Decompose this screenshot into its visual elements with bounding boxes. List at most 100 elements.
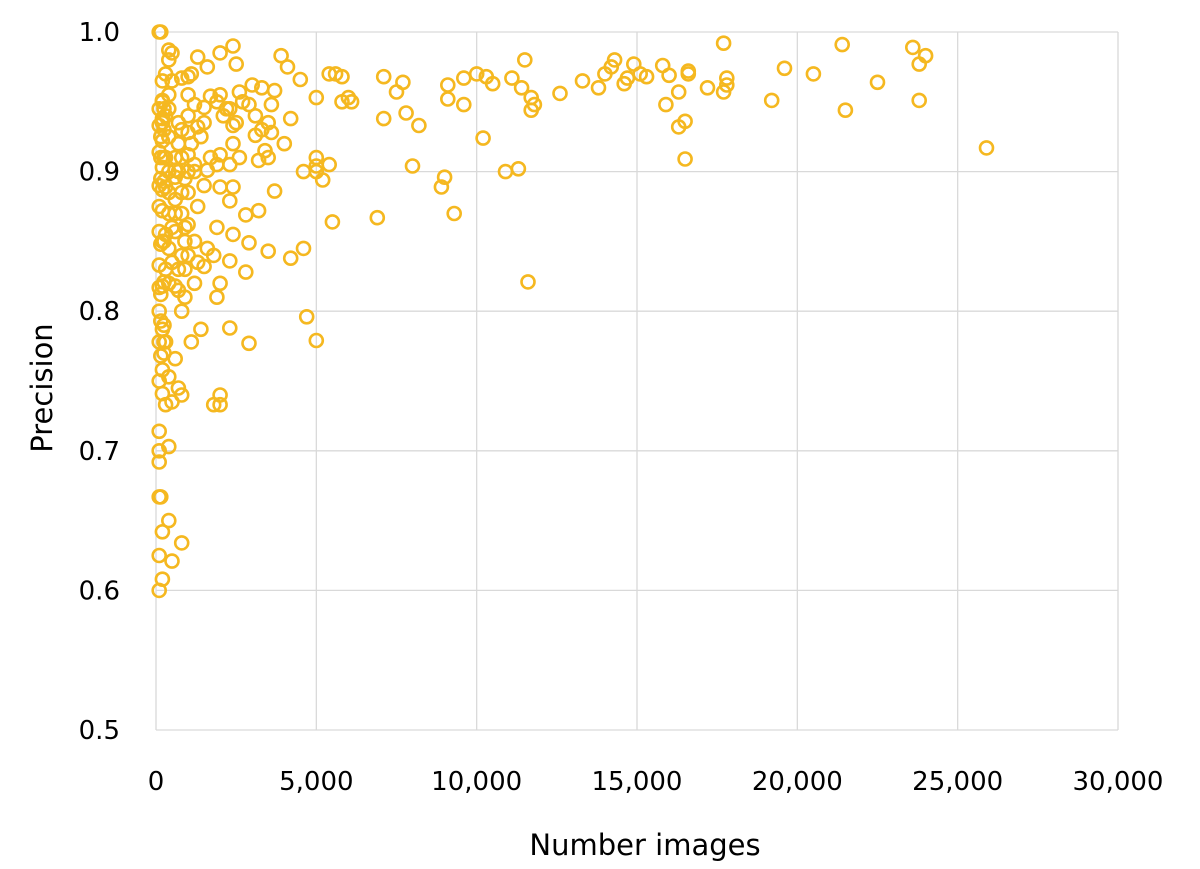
data-point	[590, 80, 607, 96]
data-point	[266, 183, 283, 199]
data-point	[279, 59, 296, 75]
data-point	[260, 114, 277, 131]
data-point	[228, 114, 244, 131]
data-point	[677, 113, 693, 130]
data-point	[234, 94, 251, 110]
data-point	[308, 89, 325, 106]
data-point	[978, 140, 995, 156]
data-point	[904, 39, 921, 56]
data-point	[151, 423, 167, 440]
data-point	[314, 172, 331, 188]
data-point	[680, 63, 697, 79]
data-point	[324, 214, 341, 230]
data-point	[151, 303, 167, 320]
x-tick-label: 20,000	[752, 767, 843, 797]
x-tick-label: 15,000	[592, 767, 683, 797]
data-point	[763, 92, 780, 109]
y-tick-label: 0.9	[79, 158, 120, 188]
data-point	[715, 35, 732, 52]
x-tick-labels: 0 5,000 10,000 15,000 20,000 25,000 30,000	[148, 767, 1164, 797]
data-point	[222, 253, 238, 269]
data-point	[504, 70, 520, 86]
data-point	[436, 169, 453, 185]
data-point	[231, 84, 248, 100]
y-tick-label: 0.7	[79, 437, 120, 467]
data-point	[180, 184, 196, 201]
data-point	[670, 84, 687, 100]
data-point	[154, 523, 171, 540]
data-point	[404, 158, 421, 174]
data-point	[218, 101, 235, 117]
data-point	[153, 489, 169, 505]
data-point	[388, 84, 405, 100]
data-point	[212, 179, 228, 195]
data-point	[170, 380, 187, 396]
data-point	[209, 219, 225, 236]
data-point	[574, 73, 591, 89]
data-point	[156, 149, 172, 166]
data-point	[658, 96, 674, 113]
y-axis-title: Precision	[25, 323, 59, 452]
data-point	[151, 373, 167, 389]
data-points	[151, 24, 995, 599]
x-tick-label: 0	[148, 767, 165, 797]
data-point	[282, 110, 299, 127]
data-point	[225, 179, 241, 195]
data-point	[205, 247, 222, 264]
data-point	[196, 99, 212, 116]
data-point	[241, 235, 257, 251]
data-point	[241, 335, 257, 352]
data-point	[334, 94, 350, 110]
data-point	[170, 135, 187, 152]
data-point	[180, 216, 196, 233]
data-point	[869, 74, 886, 91]
data-point	[805, 66, 822, 82]
data-point	[257, 142, 273, 159]
data-point	[151, 547, 167, 564]
data-point	[321, 156, 338, 173]
data-point	[202, 149, 219, 166]
y-tick-label: 0.6	[79, 576, 120, 606]
data-point	[439, 91, 456, 107]
y-tick-label: 1.0	[79, 18, 120, 48]
data-point	[475, 130, 491, 146]
data-point	[375, 110, 392, 127]
data-point	[225, 226, 241, 243]
data-point	[238, 264, 254, 280]
data-point	[170, 261, 187, 278]
data-point	[177, 261, 193, 278]
data-point	[180, 87, 196, 103]
data-point	[228, 56, 244, 72]
data-point	[776, 60, 793, 77]
data-point	[513, 80, 530, 96]
data-point	[151, 198, 167, 215]
data-point	[433, 179, 450, 195]
data-point	[292, 71, 309, 88]
data-point	[183, 334, 200, 350]
data-point	[911, 92, 928, 109]
data-point	[156, 233, 172, 250]
data-point	[154, 73, 171, 89]
data-point	[156, 121, 172, 138]
y-tick-label: 0.8	[79, 297, 120, 327]
data-point	[343, 94, 360, 110]
x-axis-title: Number images	[529, 828, 760, 862]
data-point	[238, 207, 254, 223]
x-tick-label: 25,000	[912, 767, 1003, 797]
data-point	[180, 247, 196, 264]
data-point	[153, 236, 169, 252]
data-point	[205, 396, 222, 413]
x-tick-label: 30,000	[1073, 767, 1164, 797]
data-point	[186, 163, 203, 180]
data-point	[196, 177, 212, 194]
y-tick-labels: 0.5 0.6 0.7 0.8 0.9 1.0	[79, 18, 120, 746]
data-point	[455, 96, 472, 113]
data-point	[156, 317, 172, 334]
data-point	[253, 80, 270, 96]
data-point	[222, 193, 238, 209]
data-point	[520, 274, 536, 290]
data-point	[161, 512, 177, 529]
data-point	[484, 75, 501, 92]
data-point	[523, 102, 540, 118]
